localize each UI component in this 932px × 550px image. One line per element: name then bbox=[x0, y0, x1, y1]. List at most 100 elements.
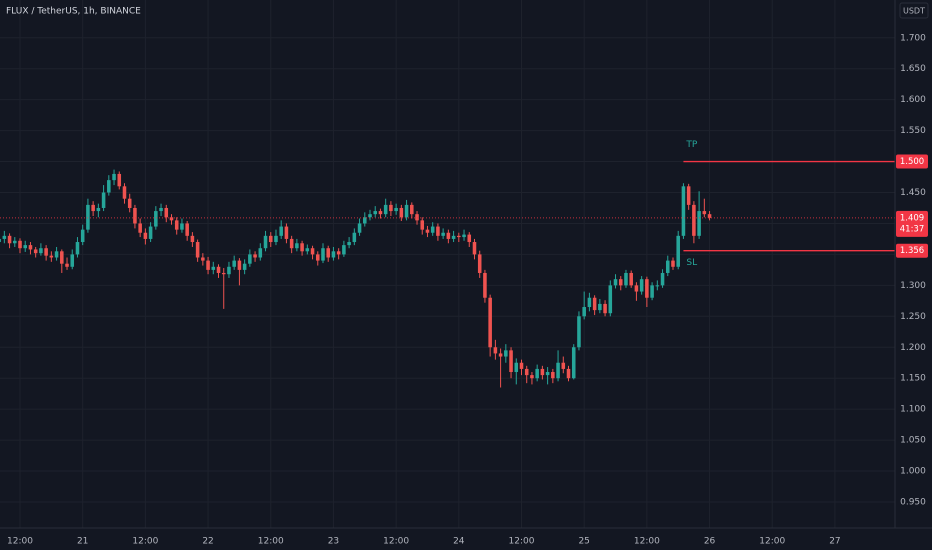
candle-body bbox=[232, 260, 236, 267]
candle-body bbox=[399, 207, 404, 218]
y-tick-label: 1.300 bbox=[900, 281, 926, 291]
candle-body bbox=[561, 362, 566, 369]
candle-body bbox=[154, 211, 158, 227]
y-tick-label: 1.550 bbox=[900, 126, 926, 136]
candle-body bbox=[28, 245, 33, 250]
candle-body bbox=[493, 347, 498, 354]
candle-body bbox=[321, 248, 325, 261]
candle-body bbox=[368, 214, 372, 218]
candle-body bbox=[60, 251, 64, 264]
y-tick-label: 1.200 bbox=[900, 343, 926, 353]
grid bbox=[0, 0, 895, 528]
candle-body bbox=[618, 279, 623, 286]
candle-body bbox=[201, 257, 205, 261]
candle-body bbox=[446, 232, 451, 239]
level-name: TP bbox=[685, 140, 697, 150]
candle-body bbox=[122, 186, 127, 199]
level-label: 1.356 bbox=[900, 246, 924, 256]
candle-body bbox=[457, 235, 461, 238]
candle-body bbox=[164, 207, 169, 218]
candle-body bbox=[342, 245, 346, 255]
candle-body bbox=[39, 248, 43, 254]
y-tick-label: 1.050 bbox=[900, 436, 926, 446]
candle-body bbox=[300, 243, 304, 252]
candle-body bbox=[509, 350, 513, 373]
candle-body bbox=[127, 198, 132, 208]
candle-body bbox=[681, 186, 686, 236]
candle-body bbox=[394, 207, 398, 212]
candle-body bbox=[357, 223, 362, 233]
candle-body bbox=[655, 285, 660, 287]
candle-body bbox=[603, 303, 607, 314]
candle-body bbox=[551, 372, 555, 379]
candle-body bbox=[472, 242, 477, 255]
x-tick-label: 27 bbox=[829, 537, 840, 547]
candle-body bbox=[624, 272, 628, 286]
candle-body bbox=[180, 223, 184, 230]
candle-body bbox=[436, 226, 440, 236]
candle-body bbox=[221, 272, 226, 275]
candle-body bbox=[112, 173, 116, 181]
candle-body bbox=[268, 235, 273, 243]
candle-body bbox=[582, 307, 586, 317]
y-tick-label: 1.600 bbox=[900, 95, 926, 105]
y-tick-label: 1.700 bbox=[900, 33, 926, 43]
candle-body bbox=[415, 214, 419, 221]
candle-body bbox=[467, 234, 472, 243]
candle-body bbox=[430, 226, 435, 233]
candle-body bbox=[592, 297, 597, 311]
candle-body bbox=[410, 204, 414, 215]
candle-body bbox=[185, 223, 189, 236]
currency-label: USDT bbox=[903, 7, 925, 16]
candle-body bbox=[671, 260, 675, 267]
candle-body bbox=[347, 242, 351, 246]
candle-body bbox=[174, 220, 179, 230]
candle-body bbox=[645, 279, 649, 298]
y-tick-label: 1.450 bbox=[900, 188, 926, 198]
candle-body bbox=[0, 238, 1, 243]
candle-body bbox=[650, 285, 654, 298]
candle-body bbox=[206, 260, 210, 270]
x-tick-label: 23 bbox=[328, 537, 339, 547]
candle-body bbox=[310, 248, 315, 255]
level-badge bbox=[896, 154, 928, 169]
candle-body bbox=[91, 204, 95, 212]
candle-body bbox=[519, 362, 524, 369]
candle-body bbox=[75, 242, 80, 255]
x-tick-label: 12:00 bbox=[7, 537, 33, 547]
candle-body bbox=[566, 368, 571, 379]
candle-body bbox=[504, 350, 508, 357]
x-tick-label: 21 bbox=[77, 537, 88, 547]
candle-body bbox=[540, 368, 545, 376]
last-price-badge bbox=[896, 210, 928, 237]
candle-body bbox=[697, 211, 701, 236]
candle-body bbox=[86, 204, 90, 230]
currency-box bbox=[899, 2, 929, 19]
x-tick-label: 12:00 bbox=[634, 537, 660, 547]
candle-body bbox=[702, 211, 707, 215]
candle-body bbox=[143, 232, 148, 239]
candle-body bbox=[101, 192, 106, 208]
candle-body bbox=[665, 260, 670, 273]
candle-body bbox=[389, 204, 393, 212]
candle-body bbox=[211, 266, 216, 270]
candle-body bbox=[352, 232, 357, 243]
candle-body bbox=[159, 207, 163, 212]
candle-body bbox=[676, 235, 680, 267]
candle-body bbox=[524, 368, 529, 376]
x-tick-label: 26 bbox=[704, 537, 716, 547]
candle-body bbox=[483, 272, 487, 298]
candle-body bbox=[530, 375, 534, 379]
candle-body bbox=[634, 285, 639, 292]
x-tick-label: 25 bbox=[578, 537, 589, 547]
candle-body bbox=[148, 226, 153, 239]
x-tick-label: 12:00 bbox=[509, 537, 535, 547]
candle-body bbox=[169, 217, 174, 221]
candle-body bbox=[216, 266, 221, 273]
candle-body bbox=[571, 347, 576, 379]
level-name: SL bbox=[686, 258, 697, 268]
candle-body bbox=[70, 254, 75, 267]
candle-body bbox=[686, 186, 691, 205]
candle-body bbox=[639, 279, 644, 292]
